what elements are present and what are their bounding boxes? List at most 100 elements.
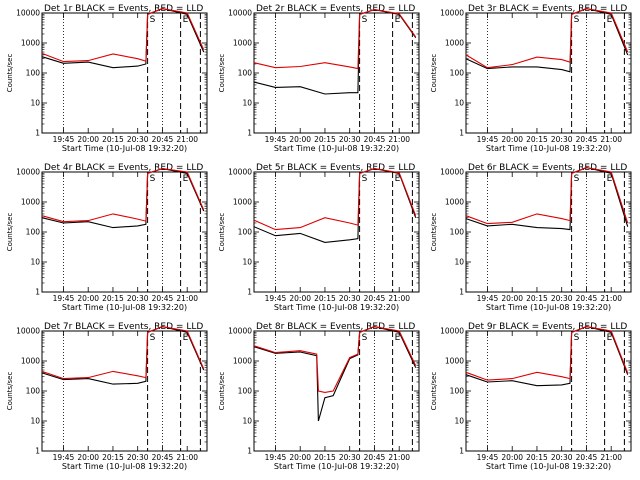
event-marker-s: S	[150, 333, 156, 343]
plot-frame	[253, 12, 420, 134]
plot-frame	[253, 330, 420, 452]
x-tick-label: 20:00	[289, 453, 311, 462]
x-tick-label: 19:45	[265, 453, 287, 462]
y-tick-label: 1000	[21, 198, 40, 207]
panel-title: Det 1r BLACK = Events, RED = LLD	[44, 4, 203, 14]
x-tick-label: 20:15	[526, 135, 548, 144]
x-axis-label: Start Time (10-Jul-08 19:32:20)	[274, 303, 399, 312]
x-tick-label: 20:45	[152, 135, 174, 144]
panel-det-2: Det 2r BLACK = Events, RED = LLD 1 10 100 10…	[218, 4, 420, 153]
x-tick-label: 20:30	[339, 294, 361, 303]
x-tick-label: 20:15	[102, 135, 124, 144]
x-tick-label: 20:45	[364, 453, 386, 462]
y-tick-label: 1	[459, 129, 464, 138]
y-tick-label: 10	[454, 258, 464, 267]
x-axis-label: Start Time (10-Jul-08 19:32:20)	[274, 144, 399, 153]
plot-frame	[41, 171, 208, 293]
x-tick-label: 20:00	[77, 294, 99, 303]
y-axis-label: Counts/sec	[218, 54, 226, 93]
x-tick-label: 20:00	[501, 294, 523, 303]
x-tick-label: 19:45	[53, 294, 75, 303]
panel-det-5: Det 5r BLACK = Events, RED = LLD 1 10 100 10…	[218, 163, 420, 312]
y-tick-label: 10	[454, 417, 464, 426]
y-tick-label: 10	[30, 99, 40, 108]
x-tick-label: 20:45	[364, 135, 386, 144]
y-tick-label: 100	[238, 387, 253, 396]
series-line-lld	[253, 9, 417, 70]
x-tick-label: 20:30	[339, 135, 361, 144]
x-axis-label: Start Time (10-Jul-08 19:32:20)	[62, 144, 187, 153]
x-tick-label: 20:45	[576, 135, 598, 144]
series-line-lld	[41, 326, 205, 380]
x-tick-label: 20:15	[526, 294, 548, 303]
y-tick-label: 1	[35, 447, 40, 456]
x-tick-label: 19:45	[265, 135, 287, 144]
x-tick-label: 19:45	[477, 453, 499, 462]
panel-det-3: Det 3r BLACK = Events, RED = LLD 1 10 100 10…	[430, 4, 632, 153]
y-tick-label: 100	[450, 228, 465, 237]
x-tick-label: 21:00	[388, 294, 410, 303]
x-tick-label: 20:30	[551, 453, 573, 462]
series-line-events	[253, 168, 417, 243]
event-marker-s: S	[362, 333, 368, 343]
x-tick-label: 21:00	[600, 294, 622, 303]
plot-frame	[41, 12, 208, 134]
x-tick-label: 20:45	[152, 294, 174, 303]
series-line-events	[465, 8, 629, 73]
y-tick-label: 1000	[445, 357, 464, 366]
y-tick-label: 10	[454, 99, 464, 108]
x-tick-label: 20:15	[314, 453, 336, 462]
y-tick-label: 10	[30, 417, 40, 426]
event-marker-s: S	[362, 174, 368, 184]
x-tick-label: 20:45	[576, 453, 598, 462]
y-tick-label: 10000	[440, 168, 464, 177]
y-tick-label: 100	[26, 69, 41, 78]
x-axis-label: Start Time (10-Jul-08 19:32:20)	[486, 303, 611, 312]
y-tick-label: 10000	[228, 168, 252, 177]
y-tick-label: 10	[242, 258, 252, 267]
y-tick-label: 10000	[440, 327, 464, 336]
panel-title: Det 3r BLACK = Events, RED = LLD	[468, 4, 627, 14]
y-tick-label: 1	[247, 447, 252, 456]
y-tick-label: 1000	[21, 357, 40, 366]
x-tick-label: 20:00	[501, 135, 523, 144]
x-tick-label: 20:15	[314, 294, 336, 303]
y-tick-label: 10000	[16, 9, 40, 18]
x-tick-label: 20:15	[102, 453, 124, 462]
series-line-events	[41, 8, 205, 69]
y-tick-label: 10000	[440, 9, 464, 18]
event-marker-s: S	[150, 174, 156, 184]
x-tick-label: 20:45	[576, 294, 598, 303]
x-tick-label: 20:45	[152, 453, 174, 462]
y-axis-label: Counts/sec	[6, 372, 14, 411]
panel-title: Det 6r BLACK = Events, RED = LLD	[468, 163, 627, 173]
x-tick-label: 20:30	[127, 135, 149, 144]
y-tick-label: 1000	[233, 198, 252, 207]
series-line-events	[465, 167, 629, 231]
panel-det-7: Det 7r BLACK = Events, RED = LLD 1 10 100 10…	[6, 322, 208, 471]
panel-det-1: Det 1r BLACK = Events, RED = LLD 1 10 100 10…	[6, 4, 208, 153]
series-line-events	[253, 326, 417, 422]
panel-title: Det 7r BLACK = Events, RED = LLD	[44, 322, 203, 332]
y-tick-label: 100	[238, 69, 253, 78]
x-tick-label: 19:45	[477, 294, 499, 303]
panel-title: Det 4r BLACK = Events, RED = LLD	[44, 163, 203, 173]
y-tick-label: 1000	[21, 39, 40, 48]
series-line-lld	[41, 168, 205, 223]
x-tick-label: 20:30	[551, 294, 573, 303]
x-tick-label: 20:30	[127, 453, 149, 462]
y-tick-label: 10	[242, 417, 252, 426]
x-tick-label: 20:30	[127, 294, 149, 303]
event-marker-s: S	[574, 15, 580, 25]
x-tick-label: 21:00	[176, 453, 198, 462]
x-tick-label: 21:00	[600, 453, 622, 462]
y-axis-label: Counts/sec	[430, 372, 438, 411]
y-tick-label: 1000	[233, 357, 252, 366]
y-axis-label: Counts/sec	[6, 213, 14, 252]
plot-frame	[465, 171, 632, 293]
plot-frame	[465, 330, 632, 452]
event-marker-e: E	[395, 333, 401, 343]
y-axis-label: Counts/sec	[430, 213, 438, 252]
panel-title: Det 2r BLACK = Events, RED = LLD	[256, 4, 415, 14]
